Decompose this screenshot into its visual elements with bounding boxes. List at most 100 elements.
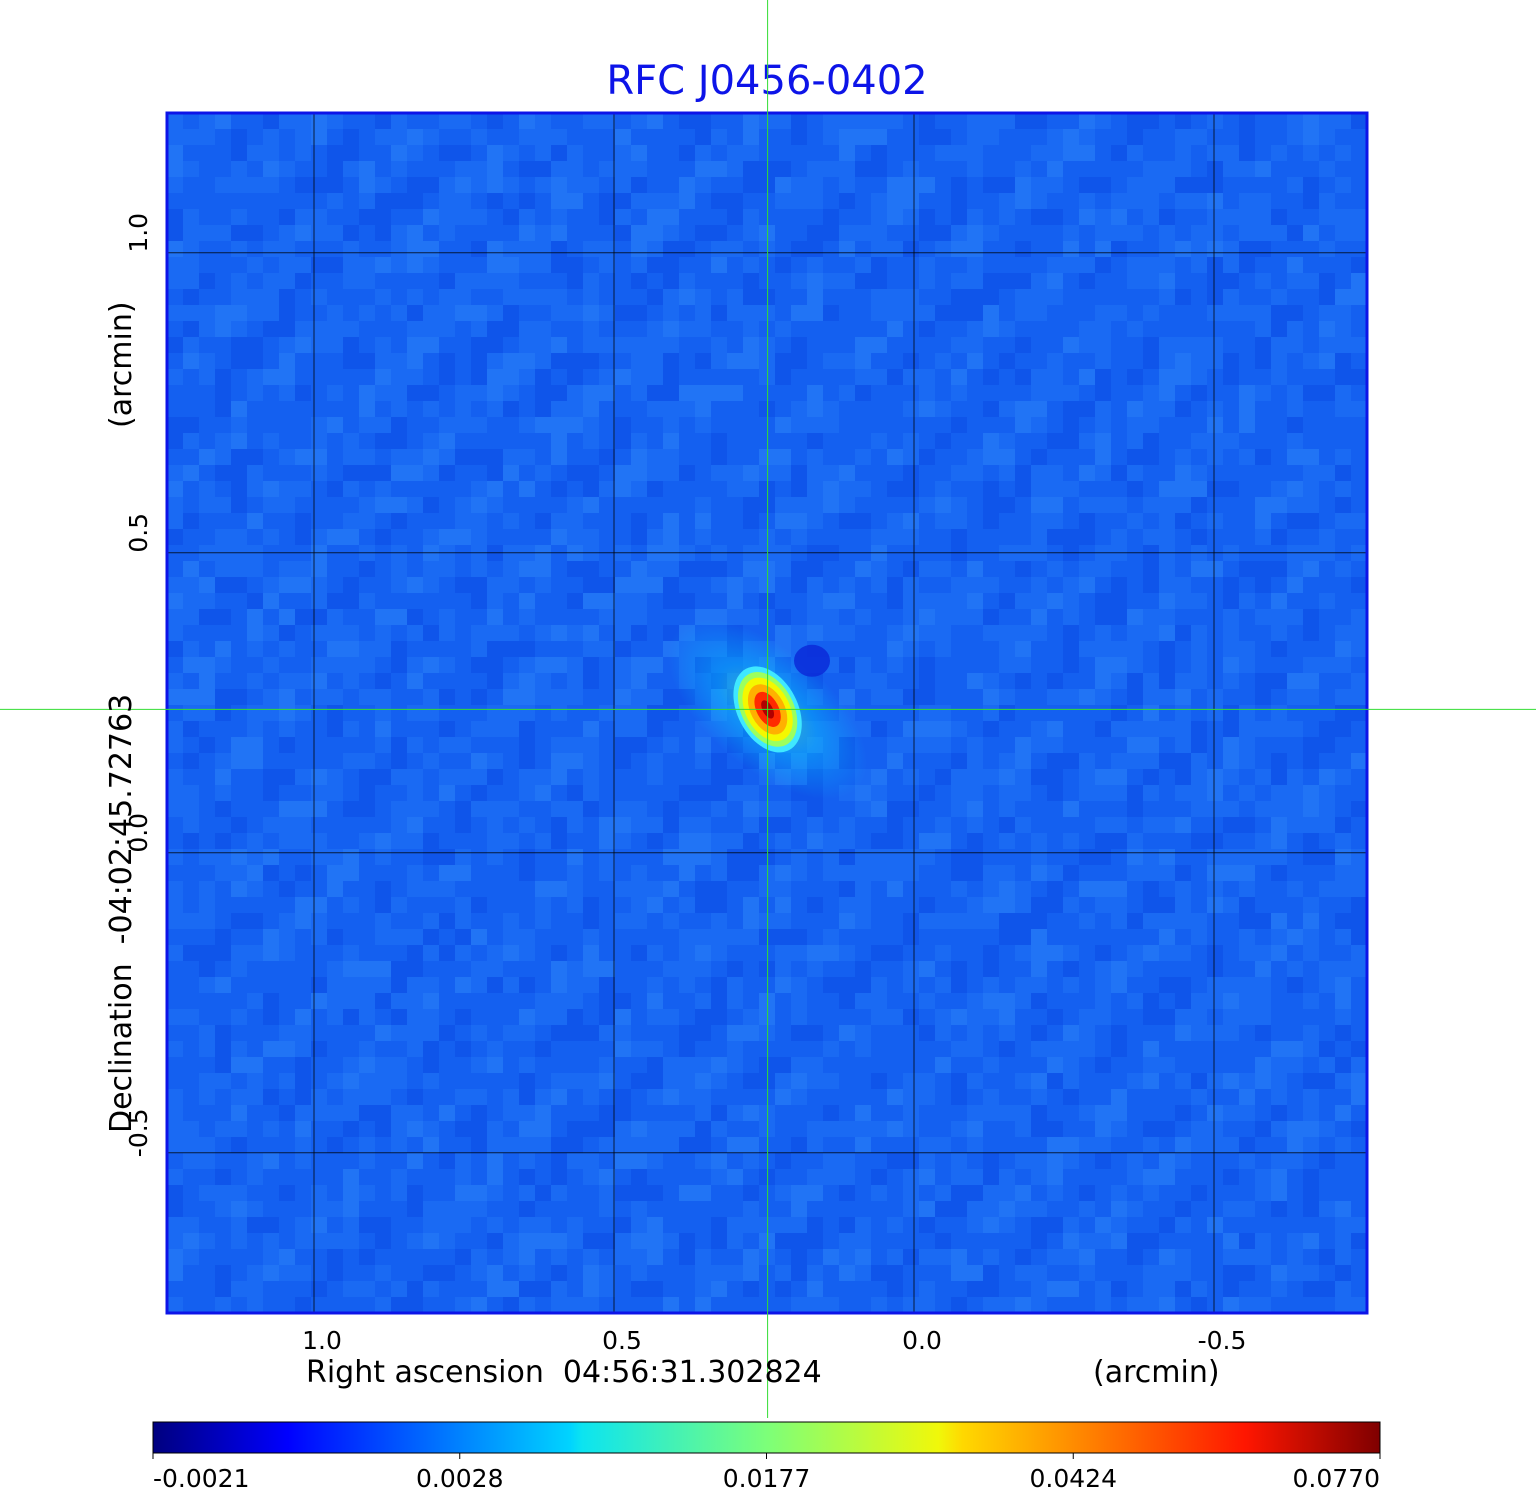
noise-pixel (1271, 833, 1287, 849)
noise-pixel (1111, 1089, 1127, 1105)
noise-pixel (1239, 881, 1255, 897)
noise-pixel (1047, 273, 1063, 289)
y-tick-label: 0.0 (124, 813, 153, 853)
noise-pixel (855, 657, 871, 673)
noise-pixel (1047, 1073, 1063, 1089)
noise-pixel (535, 1233, 551, 1249)
noise-pixel (279, 369, 295, 385)
noise-pixel (791, 1057, 807, 1073)
noise-pixel (1175, 1137, 1191, 1153)
noise-pixel (647, 385, 663, 401)
noise-pixel (1095, 817, 1111, 833)
noise-pixel (679, 1089, 695, 1105)
noise-pixel (455, 1217, 471, 1233)
noise-pixel (455, 929, 471, 945)
noise-pixel (1223, 1233, 1239, 1249)
noise-pixel (743, 337, 759, 353)
noise-pixel (391, 657, 407, 673)
noise-pixel (1287, 417, 1303, 433)
noise-pixel (807, 417, 823, 433)
noise-pixel (183, 641, 199, 657)
noise-pixel (1191, 177, 1207, 193)
noise-pixel (1303, 1265, 1319, 1281)
noise-pixel (759, 993, 775, 1009)
noise-pixel (487, 625, 503, 641)
noise-pixel (1047, 481, 1063, 497)
noise-pixel (519, 737, 535, 753)
noise-pixel (519, 1217, 535, 1233)
noise-pixel (327, 961, 343, 977)
noise-pixel (711, 161, 727, 177)
noise-pixel (295, 1297, 311, 1313)
noise-pixel (327, 161, 343, 177)
noise-pixel (1303, 465, 1319, 481)
noise-pixel (471, 529, 487, 545)
noise-pixel (263, 113, 279, 129)
noise-pixel (743, 801, 759, 817)
noise-pixel (471, 385, 487, 401)
noise-pixel (983, 113, 999, 129)
noise-pixel (1095, 321, 1111, 337)
noise-pixel (551, 1297, 567, 1313)
noise-pixel (663, 1121, 679, 1137)
noise-pixel (407, 177, 423, 193)
noise-pixel (183, 1249, 199, 1265)
noise-pixel (551, 241, 567, 257)
noise-pixel (807, 1297, 823, 1313)
noise-pixel (1159, 1153, 1175, 1169)
noise-pixel (215, 1265, 231, 1281)
noise-pixel (1239, 1073, 1255, 1089)
noise-pixel (647, 769, 663, 785)
noise-pixel (343, 993, 359, 1009)
noise-pixel (359, 401, 375, 417)
noise-pixel (775, 321, 791, 337)
noise-pixel (967, 161, 983, 177)
noise-pixel (599, 305, 615, 321)
noise-pixel (839, 193, 855, 209)
noise-pixel (759, 801, 775, 817)
noise-pixel (487, 1137, 503, 1153)
noise-pixel (519, 753, 535, 769)
noise-pixel (551, 625, 567, 641)
noise-pixel (807, 177, 823, 193)
noise-pixel (1127, 1153, 1143, 1169)
noise-pixel (1191, 721, 1207, 737)
noise-pixel (599, 161, 615, 177)
noise-pixel (567, 561, 583, 577)
noise-pixel (455, 209, 471, 225)
noise-pixel (455, 945, 471, 961)
noise-pixel (631, 1137, 647, 1153)
noise-pixel (199, 449, 215, 465)
noise-pixel (887, 1089, 903, 1105)
noise-pixel (1047, 881, 1063, 897)
noise-pixel (759, 961, 775, 977)
noise-pixel (1239, 721, 1255, 737)
noise-pixel (759, 353, 775, 369)
noise-pixel (247, 1089, 263, 1105)
noise-pixel (167, 1137, 183, 1153)
noise-pixel (551, 529, 567, 545)
noise-pixel (1303, 385, 1319, 401)
noise-pixel (951, 1041, 967, 1057)
noise-pixel (1191, 353, 1207, 369)
noise-pixel (1207, 945, 1223, 961)
y-tick-labels: 1.00.50.0-0.5 (124, 213, 153, 1157)
noise-pixel (263, 929, 279, 945)
noise-pixel (263, 145, 279, 161)
noise-pixel (263, 241, 279, 257)
noise-pixel (583, 897, 599, 913)
noise-pixel (1095, 257, 1111, 273)
noise-pixel (519, 1073, 535, 1089)
noise-pixel (711, 913, 727, 929)
noise-pixel (599, 993, 615, 1009)
noise-pixel (279, 945, 295, 961)
noise-pixel (1271, 209, 1287, 225)
noise-pixel (631, 689, 647, 705)
noise-pixel (167, 273, 183, 289)
noise-pixel (183, 161, 199, 177)
noise-pixel (535, 1089, 551, 1105)
noise-pixel (887, 1121, 903, 1137)
noise-pixel (391, 961, 407, 977)
noise-pixel (599, 705, 615, 721)
noise-pixel (375, 609, 391, 625)
